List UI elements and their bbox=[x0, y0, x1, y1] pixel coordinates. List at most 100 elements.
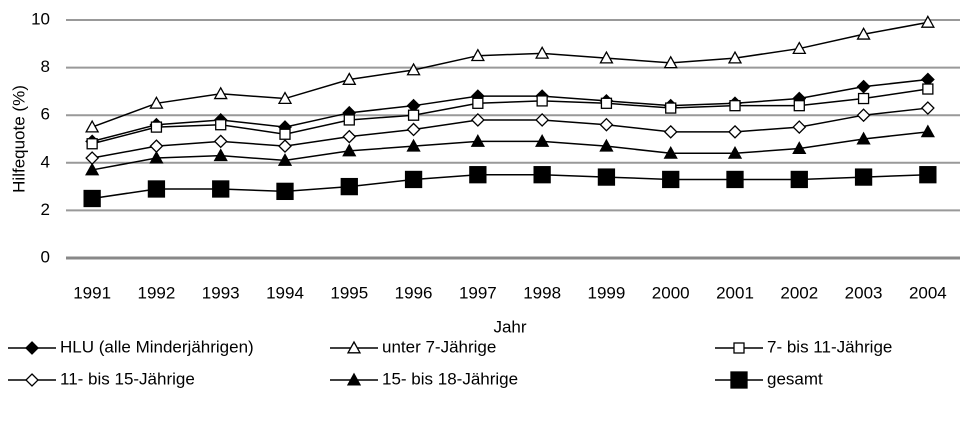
marker bbox=[25, 341, 39, 355]
x-tick-label: 1994 bbox=[266, 283, 304, 302]
marker bbox=[213, 86, 228, 100]
x-tick-label: 1996 bbox=[395, 283, 433, 302]
series-line bbox=[92, 131, 928, 171]
marker bbox=[663, 124, 678, 139]
legend-label: gesamt bbox=[767, 369, 823, 388]
marker bbox=[277, 153, 293, 166]
legend-label: unter 7-Jährige bbox=[382, 337, 496, 356]
marker bbox=[213, 134, 228, 149]
y-tick-label: 10 bbox=[31, 9, 50, 28]
marker bbox=[149, 95, 164, 109]
marker bbox=[920, 15, 935, 28]
legend-label: HLU (alle Minderjährigen) bbox=[60, 337, 254, 356]
series-line bbox=[91, 78, 928, 143]
marker bbox=[279, 128, 291, 140]
marker bbox=[149, 150, 164, 164]
marker bbox=[25, 373, 39, 387]
marker bbox=[599, 50, 614, 64]
marker bbox=[407, 109, 420, 121]
marker bbox=[469, 166, 487, 184]
series-line bbox=[91, 88, 928, 145]
marker bbox=[406, 122, 421, 137]
x-tick-label: 1997 bbox=[459, 283, 497, 302]
marker bbox=[536, 95, 548, 107]
marker bbox=[86, 138, 98, 150]
legend-label: 11- bis 15-Jährige bbox=[60, 369, 195, 388]
marker bbox=[276, 182, 294, 201]
x-tick-label: 1991 bbox=[73, 283, 111, 302]
marker bbox=[406, 62, 421, 76]
marker bbox=[662, 170, 680, 189]
marker bbox=[215, 119, 227, 131]
marker bbox=[600, 97, 613, 109]
y-tick-label: 2 bbox=[41, 200, 50, 219]
marker bbox=[404, 170, 423, 189]
marker bbox=[856, 131, 871, 145]
marker bbox=[342, 143, 357, 157]
marker bbox=[343, 114, 355, 126]
marker bbox=[729, 100, 741, 112]
marker bbox=[342, 72, 357, 85]
marker bbox=[857, 92, 870, 105]
legend-label: 15- bis 18-Jährige bbox=[382, 369, 518, 388]
marker bbox=[854, 168, 873, 186]
marker bbox=[920, 101, 935, 115]
marker bbox=[792, 41, 807, 55]
marker bbox=[730, 371, 748, 389]
marker bbox=[727, 50, 743, 64]
marker bbox=[922, 83, 934, 95]
marker bbox=[727, 145, 743, 159]
marker bbox=[792, 141, 807, 154]
marker bbox=[726, 170, 744, 189]
y-tick-label: 0 bbox=[41, 247, 50, 266]
marker bbox=[147, 180, 166, 198]
marker bbox=[856, 79, 871, 94]
x-tick-label: 2003 bbox=[845, 283, 883, 302]
series-line bbox=[92, 173, 928, 200]
x-tick-label: 2001 bbox=[716, 283, 754, 302]
legend-label: 7- bis 11-Jährige bbox=[767, 337, 892, 356]
series-line bbox=[91, 21, 928, 128]
marker bbox=[472, 97, 484, 109]
marker bbox=[533, 166, 551, 184]
x-tick-label: 1992 bbox=[138, 283, 176, 302]
x-tick-label: 2000 bbox=[652, 283, 690, 302]
marker bbox=[597, 168, 616, 186]
marker bbox=[406, 138, 421, 152]
marker bbox=[346, 340, 362, 354]
marker bbox=[856, 26, 871, 40]
marker bbox=[470, 48, 485, 62]
marker bbox=[792, 120, 807, 135]
marker bbox=[535, 134, 550, 147]
marker bbox=[663, 145, 678, 159]
marker bbox=[733, 342, 745, 354]
x-tick-label: 2004 bbox=[909, 283, 947, 302]
x-tick-label: 2002 bbox=[780, 283, 818, 302]
marker bbox=[793, 100, 805, 112]
x-tick-label: 1993 bbox=[202, 283, 240, 302]
marker bbox=[920, 124, 935, 138]
marker bbox=[663, 55, 678, 69]
y-tick-label: 4 bbox=[41, 152, 50, 171]
marker bbox=[535, 113, 550, 127]
marker bbox=[340, 177, 358, 196]
marker bbox=[470, 113, 485, 127]
marker bbox=[83, 189, 101, 208]
y-tick-label: 8 bbox=[41, 57, 50, 76]
marker bbox=[342, 129, 357, 144]
x-tick-label: 1998 bbox=[523, 283, 561, 302]
x-tick-label: 1999 bbox=[588, 283, 626, 302]
marker bbox=[599, 138, 614, 152]
y-axis-label: Hilfequote (%) bbox=[9, 85, 28, 193]
marker bbox=[278, 139, 292, 154]
marker bbox=[150, 121, 163, 133]
x-tick-label: 1995 bbox=[330, 283, 368, 302]
marker bbox=[85, 162, 100, 176]
marker bbox=[149, 139, 164, 154]
marker bbox=[535, 45, 550, 59]
marker bbox=[277, 91, 293, 104]
marker bbox=[856, 108, 871, 123]
y-tick-label: 6 bbox=[41, 105, 50, 124]
marker bbox=[919, 166, 937, 184]
